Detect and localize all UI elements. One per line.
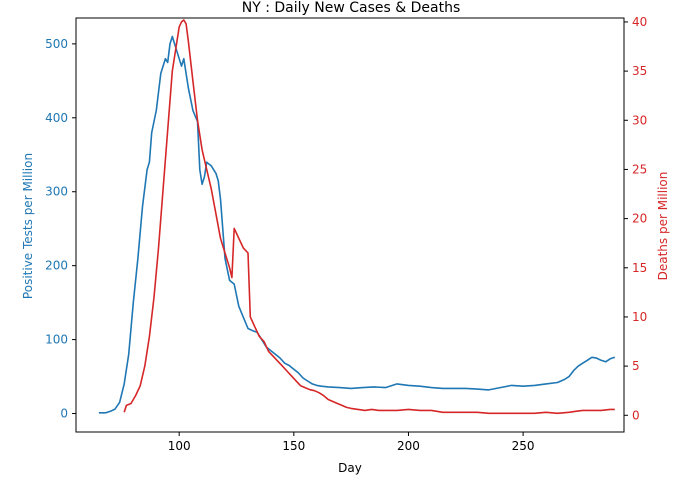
x-tick-label: 100 (168, 439, 191, 453)
right-y-tick-label: 20 (632, 212, 647, 226)
right-y-tick-label: 35 (632, 64, 647, 78)
left-y-axis: 0 100 200 300 400 500 (45, 37, 76, 421)
left-y-tick-label: 0 (60, 407, 68, 421)
positive-tests-line (98, 35, 616, 414)
x-tick-label: 250 (512, 439, 535, 453)
x-tick-label: 200 (397, 439, 420, 453)
right-y-tick-label: 30 (632, 113, 647, 127)
plot-area-frame (75, 17, 625, 433)
left-y-tick-label: 100 (45, 333, 68, 347)
chart-title: NY : Daily New Cases & Deaths (242, 0, 461, 16)
right-y-tick-label: 25 (632, 162, 647, 176)
deaths-line (123, 19, 615, 415)
right-y-axis: 0 5 10 15 20 25 30 35 40 (624, 15, 647, 422)
right-y-tick-label: 0 (632, 408, 640, 422)
right-y-tick-label: 15 (632, 261, 647, 275)
left-y-tick-label: 400 (45, 111, 68, 125)
left-y-tick-label: 500 (45, 37, 68, 51)
left-y-axis-label: Positive Tests per Million (21, 153, 35, 299)
x-axis: 100 150 200 250 (168, 432, 535, 453)
right-y-tick-label: 40 (632, 15, 647, 29)
x-axis-label: Day (338, 461, 362, 475)
left-y-tick-label: 300 (45, 185, 68, 199)
left-y-tick-label: 200 (45, 259, 68, 273)
right-y-tick-label: 5 (632, 359, 640, 373)
series-layer (98, 19, 616, 415)
right-y-tick-label: 10 (632, 310, 647, 324)
right-y-axis-label: Deaths per Million (656, 172, 670, 281)
x-tick-label: 150 (282, 439, 305, 453)
